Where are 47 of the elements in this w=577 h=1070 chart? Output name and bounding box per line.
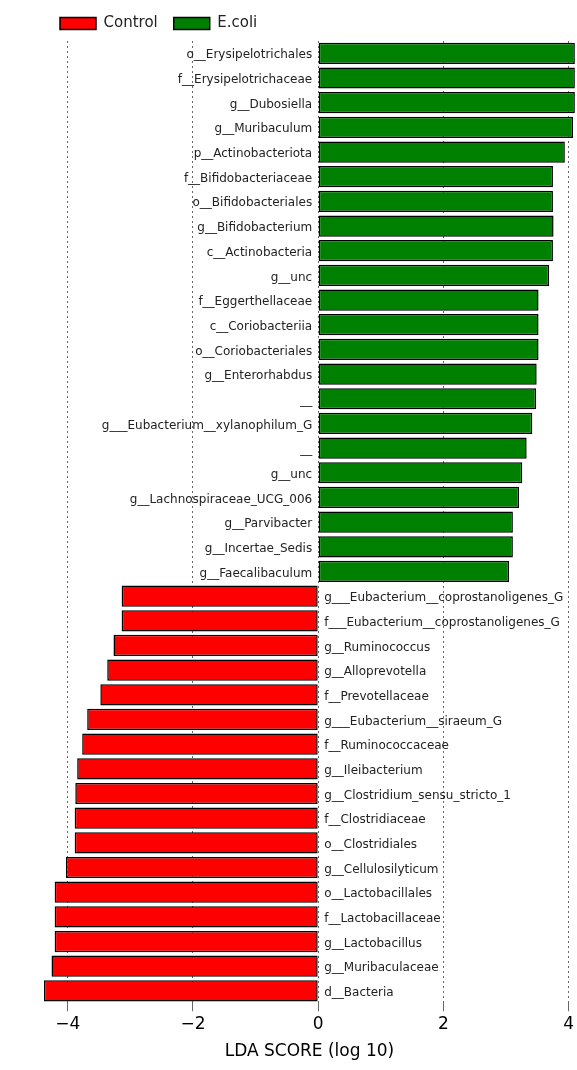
y-tick-label: g___Eubacterium__xylanophilum_G <box>101 417 313 432</box>
y-tick-label: g___Eubacterium__coprostanoligenes_G <box>324 590 564 605</box>
y-tick-label: __ <box>299 442 314 457</box>
y-tick-label: g__Cellulosilyticum <box>324 861 439 876</box>
x-tick-label: −4 <box>55 1012 81 1033</box>
legend-label: Control <box>103 13 158 32</box>
y-tick-label: g__Parvibacter <box>224 516 313 531</box>
y-tick-label: f__Lactobacillaceae <box>324 910 441 925</box>
x-tick-label: −2 <box>180 1012 206 1033</box>
y-tick-label: g__unc <box>270 269 313 284</box>
y-tick-label: o__Coriobacteriales <box>195 343 313 358</box>
y-tick-label: g__Clostridium_sensu_stricto_1 <box>324 787 511 802</box>
y-tick-label: f__Erysipelotrichaceae <box>177 72 313 87</box>
y-tick-label: p__Actinobacteriota <box>193 146 313 161</box>
y-tick-label: g__Ileibacterium <box>324 762 423 777</box>
y-tick-label: g___Eubacterium__siraeum_G <box>324 713 503 728</box>
x-tick-label: 0 <box>312 1012 324 1033</box>
y-tick-label: g__Incertae_Sedis <box>204 540 313 555</box>
y-tick-label: f__Eggerthellaceae <box>198 294 313 309</box>
y-tick-label: d__Bacteria <box>324 984 394 999</box>
legend-label: E.coli <box>217 13 258 32</box>
y-tick-label: f__Bifidobacteriaceae <box>183 170 313 185</box>
y-tick-label: f___Eubacterium__coprostanoligenes_G <box>324 614 560 629</box>
y-tick-label: f__Prevotellaceae <box>324 688 429 703</box>
y-tick-label: c__Actinobacteria <box>206 244 313 259</box>
y-tick-label: g__Alloprevotella <box>324 664 427 679</box>
y-tick-label: g__Lachnospiraceae_UCG_006 <box>129 491 313 506</box>
x-tick-label: 2 <box>437 1012 449 1033</box>
y-tick-label: g__Bifidobacterium <box>197 220 313 235</box>
y-tick-label: o__Clostridiales <box>324 836 418 851</box>
x-axis-title: LDA SCORE (log 10) <box>224 1040 395 1061</box>
y-tick-label: g__Dubosiella <box>229 96 313 111</box>
x-tick-label: 4 <box>563 1012 575 1033</box>
y-tick-label: o__Erysipelotrichales <box>186 47 313 62</box>
y-tick-label: f__Clostridiaceae <box>324 812 426 827</box>
y-tick-label: g__Muribaculum <box>214 121 313 136</box>
y-tick-label: __ <box>299 392 314 407</box>
y-tick-label: g__Lactobacillus <box>324 935 422 950</box>
y-tick-label: c__Coriobacteriia <box>209 318 313 333</box>
y-tick-label: g__unc <box>270 466 313 481</box>
y-tick-label: g__Enterorhabdus <box>204 368 313 383</box>
y-tick-label: o__Bifidobacteriales <box>192 195 313 210</box>
y-tick-label: g__Muribaculaceae <box>324 960 439 975</box>
y-tick-label: f__Ruminococcaceae <box>324 738 449 753</box>
y-tick-label: o__Lactobacillales <box>324 886 433 901</box>
y-tick-label: g__Ruminococcus <box>324 639 431 654</box>
y-tick-label: g__Faecalibaculum <box>199 565 313 580</box>
